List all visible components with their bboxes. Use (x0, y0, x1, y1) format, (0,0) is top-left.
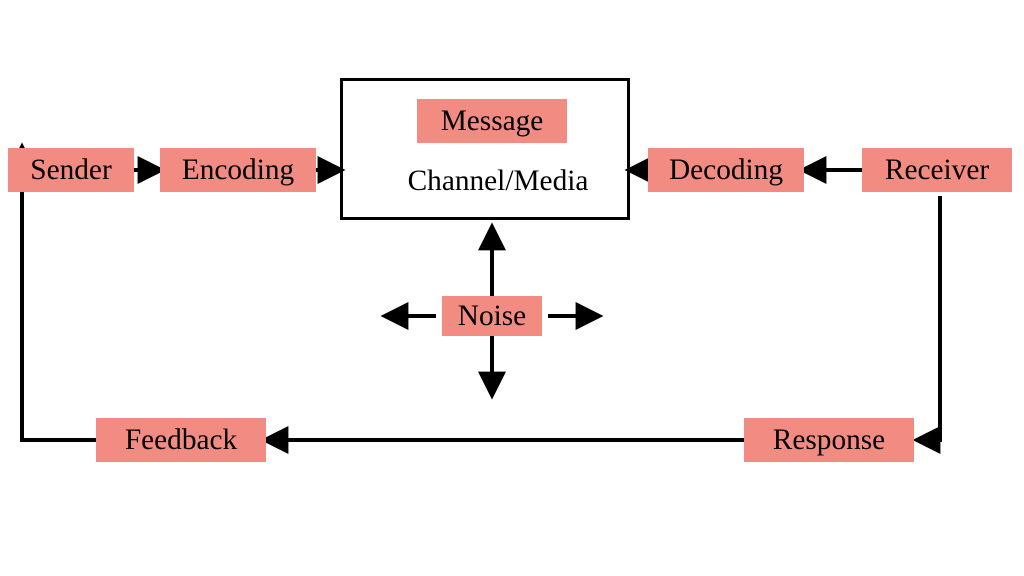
node-receiver-label: Receiver (885, 154, 989, 187)
node-decoding-label: Decoding (669, 154, 783, 187)
node-receiver: Receiver (862, 148, 1012, 192)
node-noise-label: Noise (458, 300, 526, 333)
node-message: Message (417, 99, 567, 143)
node-response: Response (744, 418, 914, 462)
diagram-stage: Message Channel/Media Sender Encoding De… (0, 0, 1024, 576)
node-message-label: Message (441, 105, 544, 138)
node-decoding: Decoding (648, 148, 804, 192)
node-encoding-label: Encoding (182, 154, 294, 187)
node-noise: Noise (442, 296, 542, 336)
node-channel-media: Channel/Media (383, 163, 613, 199)
node-response-label: Response (773, 424, 885, 457)
node-sender-label: Sender (30, 154, 111, 187)
node-feedback-label: Feedback (125, 424, 237, 457)
edge-receiver-to-response (918, 196, 940, 440)
node-encoding: Encoding (160, 148, 316, 192)
channel-media-box: Message Channel/Media (340, 78, 630, 220)
node-sender: Sender (8, 148, 134, 192)
node-channel-label: Channel/Media (408, 165, 589, 198)
node-feedback: Feedback (96, 418, 266, 462)
